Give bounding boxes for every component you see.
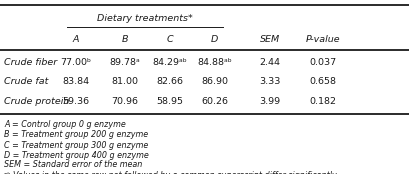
Text: 81.00: 81.00: [111, 77, 138, 86]
Text: Crude fat: Crude fat: [4, 77, 48, 86]
Text: 3.99: 3.99: [259, 97, 281, 106]
Text: 0.182: 0.182: [310, 97, 337, 106]
Text: Crude fiber: Crude fiber: [4, 58, 57, 67]
Text: C: C: [166, 35, 173, 44]
Text: D: D: [211, 35, 218, 44]
Text: 0.658: 0.658: [310, 77, 337, 86]
Text: SEM = Standard error of the mean: SEM = Standard error of the mean: [4, 160, 142, 169]
Text: 0.037: 0.037: [310, 58, 337, 67]
Text: 3.33: 3.33: [259, 77, 281, 86]
Text: 60.26: 60.26: [201, 97, 228, 106]
Text: A: A: [72, 35, 79, 44]
Text: 77.00ᵇ: 77.00ᵇ: [60, 58, 91, 67]
Text: P-value: P-value: [306, 35, 340, 44]
Text: 82.66: 82.66: [156, 77, 183, 86]
Text: Crude protein: Crude protein: [4, 97, 70, 106]
Text: 86.90: 86.90: [201, 77, 228, 86]
Text: 2.44: 2.44: [259, 58, 281, 67]
Text: 84.29ᵃᵇ: 84.29ᵃᵇ: [153, 58, 187, 67]
Text: D = Treatment group 400 g enzyme: D = Treatment group 400 g enzyme: [4, 151, 149, 160]
Text: ᵃᵇ Values in the same row not followed by a common superscript differ significan: ᵃᵇ Values in the same row not followed b…: [4, 171, 337, 174]
Text: 83.84: 83.84: [62, 77, 89, 86]
Text: B: B: [121, 35, 128, 44]
Text: B = Treatment group 200 g enzyme: B = Treatment group 200 g enzyme: [4, 130, 148, 139]
Text: A = Control group 0 g enzyme: A = Control group 0 g enzyme: [4, 120, 126, 129]
Text: 70.96: 70.96: [111, 97, 138, 106]
Text: 58.95: 58.95: [156, 97, 183, 106]
Text: Dietary treatments*: Dietary treatments*: [97, 14, 193, 23]
Text: 59.36: 59.36: [62, 97, 89, 106]
Text: 84.88ᵃᵇ: 84.88ᵃᵇ: [198, 58, 232, 67]
Text: SEM: SEM: [260, 35, 280, 44]
Text: 89.78ᵃ: 89.78ᵃ: [109, 58, 140, 67]
Text: C = Treatment group 300 g enzyme: C = Treatment group 300 g enzyme: [4, 141, 148, 150]
